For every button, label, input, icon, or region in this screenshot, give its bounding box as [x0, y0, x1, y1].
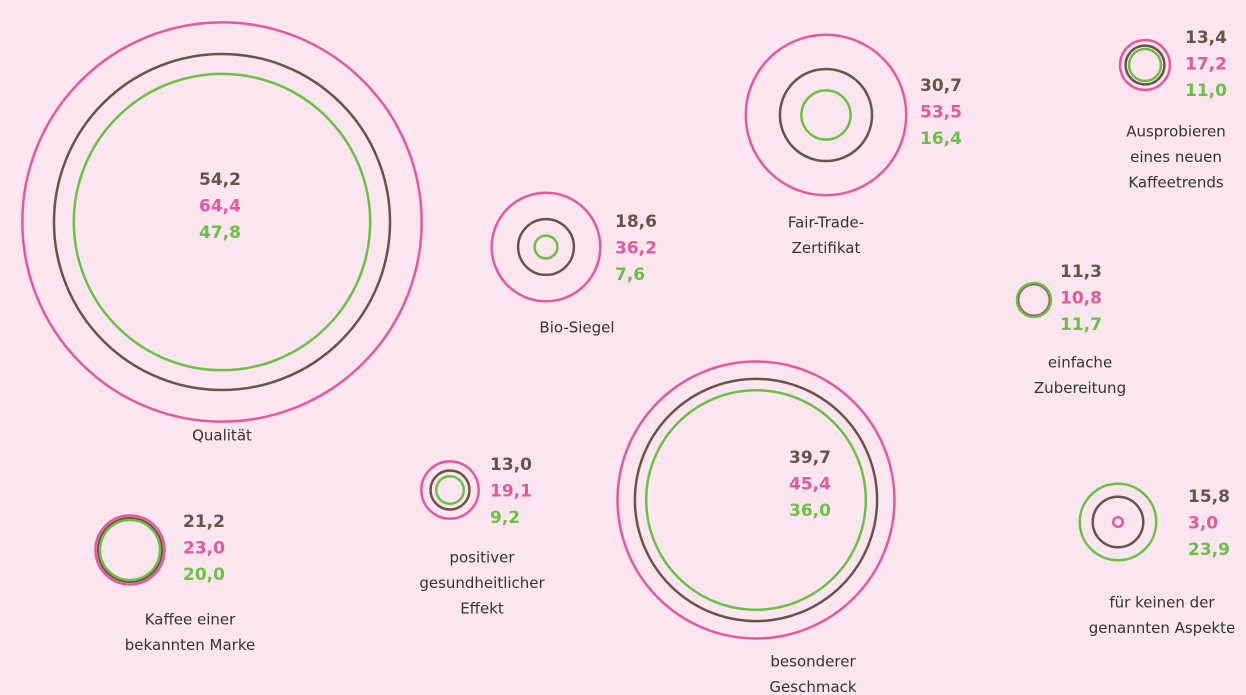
group-label: Kaffeetrends — [1128, 174, 1224, 192]
value-label: 30,7 — [920, 76, 962, 96]
value-label: 9,2 — [490, 508, 520, 528]
value-label: 18,6 — [615, 212, 657, 232]
ring — [1091, 495, 1145, 549]
value-label: 39,7 — [789, 448, 831, 468]
ring — [420, 460, 480, 520]
group-label: Bio-Siegel — [539, 319, 614, 337]
group-label: bekannten Marke — [125, 636, 255, 654]
ring — [1118, 38, 1172, 92]
ring — [434, 474, 466, 506]
value-label: 19,1 — [490, 482, 532, 502]
value-label: 23,9 — [1188, 540, 1230, 560]
value-label: 11,3 — [1060, 262, 1102, 282]
group-label: Zertifikat — [792, 239, 861, 257]
ring — [516, 217, 576, 277]
ring — [778, 67, 874, 163]
value-label: 13,0 — [490, 455, 532, 475]
ring — [800, 89, 852, 141]
ring — [616, 360, 896, 640]
ring — [98, 518, 162, 582]
value-label: 45,4 — [789, 475, 831, 495]
ring — [429, 469, 471, 511]
ring — [21, 21, 423, 423]
value-label: 64,4 — [199, 197, 241, 217]
value-label: 23,0 — [183, 539, 225, 559]
ring — [533, 234, 559, 260]
ring — [52, 52, 392, 392]
value-label: 21,2 — [183, 512, 225, 532]
group-label: Fair-Trade- — [788, 214, 864, 232]
value-label: 3,0 — [1188, 514, 1218, 534]
value-label: 53,5 — [920, 103, 962, 123]
value-label: 36,0 — [789, 501, 831, 521]
group-label: eines neuen — [1130, 148, 1222, 166]
ring — [744, 33, 908, 197]
group-label: gesundheitlicher — [419, 574, 545, 592]
ring — [94, 514, 166, 586]
group-label: Geschmack — [769, 678, 856, 695]
ring — [633, 377, 879, 623]
ring — [644, 388, 868, 612]
value-label: 13,4 — [1185, 28, 1227, 48]
group-label: Qualität — [192, 427, 252, 445]
group-label: einfache — [1048, 354, 1112, 372]
value-label: 54,2 — [199, 170, 241, 190]
value-label: 10,8 — [1060, 289, 1102, 309]
value-label: 17,2 — [1185, 55, 1227, 75]
ring — [1111, 515, 1125, 529]
value-label: 11,0 — [1185, 81, 1227, 101]
value-label: 11,7 — [1060, 315, 1102, 335]
ring — [1078, 482, 1158, 562]
group-label: positiver — [449, 549, 515, 567]
ring — [96, 516, 164, 584]
group-label: Zubereitung — [1034, 379, 1126, 397]
ring — [1015, 281, 1053, 319]
group-label: Ausprobieren — [1126, 123, 1226, 141]
ring — [1127, 47, 1163, 83]
value-label: 47,8 — [199, 223, 241, 243]
ring — [72, 72, 372, 372]
value-label: 16,4 — [920, 129, 962, 149]
value-label: 7,6 — [615, 265, 645, 285]
value-label: 15,8 — [1188, 487, 1230, 507]
group-label: genannten Aspekte — [1089, 619, 1235, 637]
group-label: Kaffee einer — [145, 611, 236, 629]
group-label: Effekt — [460, 600, 504, 618]
group-label: für keinen der — [1109, 594, 1215, 612]
ring — [1124, 44, 1166, 86]
value-label: 20,0 — [183, 565, 225, 585]
value-label: 36,2 — [615, 239, 657, 259]
group-label: besonderer — [770, 653, 856, 671]
ring — [490, 191, 602, 303]
